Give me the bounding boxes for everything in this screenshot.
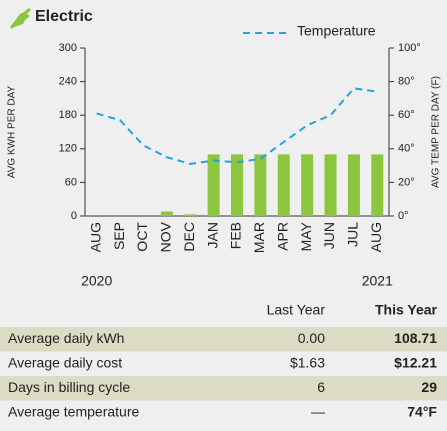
x-tick-label: DEC [181, 222, 197, 252]
row-shade [0, 376, 447, 401]
x-tick-label: MAR [251, 222, 267, 253]
bar [184, 214, 197, 216]
bar [160, 211, 173, 216]
x-tick-label: AUG [368, 222, 384, 252]
bar [231, 154, 243, 216]
bar [254, 154, 267, 216]
this-year-value: 108.71 [394, 330, 437, 346]
y-tick-label: 120 [59, 143, 77, 155]
y2-tick-label: 80° [398, 76, 415, 88]
this-year-value: $12.21 [394, 355, 437, 371]
title: Electric [35, 8, 93, 25]
legend-label: Temperature [297, 23, 376, 39]
x-tick-label: MAY [298, 221, 314, 251]
row-label: Average daily cost [8, 355, 122, 371]
bar [371, 154, 384, 216]
y2-tick-label: 100° [398, 42, 421, 54]
this-year-value: 29 [421, 379, 437, 395]
row-label: Average daily kWh [8, 330, 124, 346]
y2-tick-label: 60° [398, 109, 415, 121]
y2-tick-label: 20° [398, 176, 415, 188]
column-header: This Year [375, 302, 438, 318]
x-tick-label: APR [274, 222, 290, 251]
y-tick-label: 300 [59, 42, 77, 54]
temperature-line [96, 87, 378, 165]
x-tick-label: NOV [158, 221, 174, 252]
y-tick-label: 0 [71, 210, 77, 222]
y-tick-label: 60 [65, 176, 77, 188]
y-tick-label: 240 [59, 76, 77, 88]
bar [347, 154, 360, 216]
y-tick-label: 180 [59, 109, 77, 121]
row-label: Days in billing cycle [8, 379, 130, 395]
y2-tick-label: 0° [398, 210, 409, 222]
y2-axis-label: AVG TEMP PER DAY (F) [431, 76, 442, 188]
y-axis-label: AVG KWH PER DAY [7, 85, 18, 178]
x-tick-label: JAN [204, 222, 220, 248]
last-year-value: 6 [317, 379, 325, 395]
x-tick-label: AUG [87, 222, 103, 252]
last-year-value: $1.63 [290, 355, 325, 371]
this-year-value: 74°F [407, 404, 437, 420]
year-label: 2020 [81, 273, 112, 289]
last-year-value: 0.00 [298, 330, 325, 346]
x-tick-label: JUL [345, 222, 361, 247]
x-tick-label: JUN [321, 222, 337, 249]
x-tick-label: OCT [134, 222, 150, 252]
x-tick-label: SEP [111, 222, 127, 250]
year-label: 2021 [362, 273, 393, 289]
bar [207, 154, 220, 216]
bar [324, 154, 337, 216]
bar [277, 154, 290, 216]
y2-tick-label: 40° [398, 143, 415, 155]
row-label: Average temperature [8, 404, 139, 420]
column-header: Last Year [267, 302, 326, 318]
row-shade [0, 327, 447, 352]
last-year-value: — [311, 404, 325, 420]
bar [301, 154, 314, 216]
x-tick-label: FEB [228, 222, 244, 249]
plug-icon [10, 8, 31, 29]
